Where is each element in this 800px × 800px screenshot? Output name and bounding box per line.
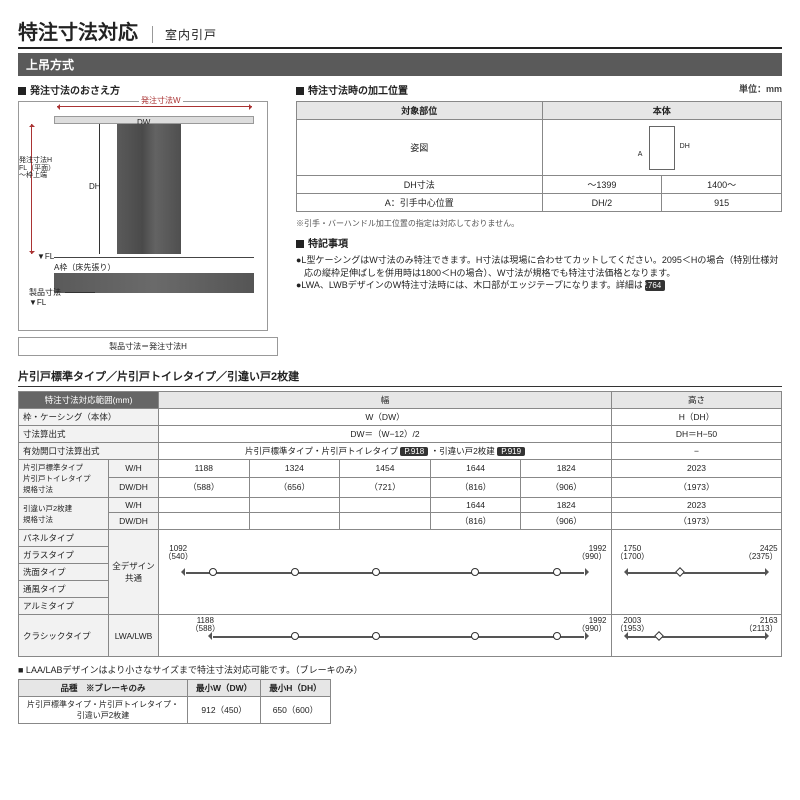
order-diagram: 発注寸法W DW 発注寸法H FL（平面） 〜枠上端 DH ▼FL A枠（床先張… xyxy=(18,101,268,331)
notes-heading: 特記事項 xyxy=(296,235,782,250)
range-row-classic: クラシックタイプ LWA/LWB 1188 （588） 1992 （990） 2… xyxy=(19,615,782,657)
page-subtitle: 室内引戸 xyxy=(152,26,217,43)
laa-table: 品種 ※ブレーキのみ最小W（DW）最小H（DH） 片引戸標準タイプ・片引戸トイレ… xyxy=(18,679,331,724)
diagram-footnote: 製品寸法＝発注寸法H xyxy=(18,337,278,356)
page-header: 特注寸法対応 室内引戸 xyxy=(18,16,782,49)
method-bar: 上吊方式 xyxy=(18,53,782,76)
laa-note: ■ LAA/LABデザインはより小さなサイズまで特注寸法対応可能です。（ブレーキ… xyxy=(18,663,782,676)
processing-table: 対象部位本体 姿図ADH DH寸法〜13991400〜 A：引手中心位置DH/2… xyxy=(296,101,782,212)
page-title: 特注寸法対応 xyxy=(18,16,138,45)
spec-table: 特注寸法対応範囲(mm)幅高さ 枠・ケーシング（本体）W（DW）H（DH） 寸法… xyxy=(18,391,782,657)
spec-title: 片引戸標準タイプ／片引戸トイレタイプ／引違い戸2枚建 xyxy=(18,368,782,387)
proc-heading: 特注寸法時の加工位置単位：mm xyxy=(296,82,782,97)
order-h-label: 発注寸法H FL（平面） 〜枠上端 xyxy=(19,157,55,180)
special-notes: ●L型ケーシングはW寸法のみ特注できます。H寸法は現場に合わせてカットしてくださ… xyxy=(296,254,782,292)
proc-footnote: ※引手・バーハンドル加工位置の指定は対応しておりません。 xyxy=(296,218,782,229)
range-row-main: パネルタイプ 全デザイン 共通 1092 （540） 1992 （990） 17… xyxy=(19,530,782,547)
page-ref-tag: P.764 xyxy=(645,280,665,291)
